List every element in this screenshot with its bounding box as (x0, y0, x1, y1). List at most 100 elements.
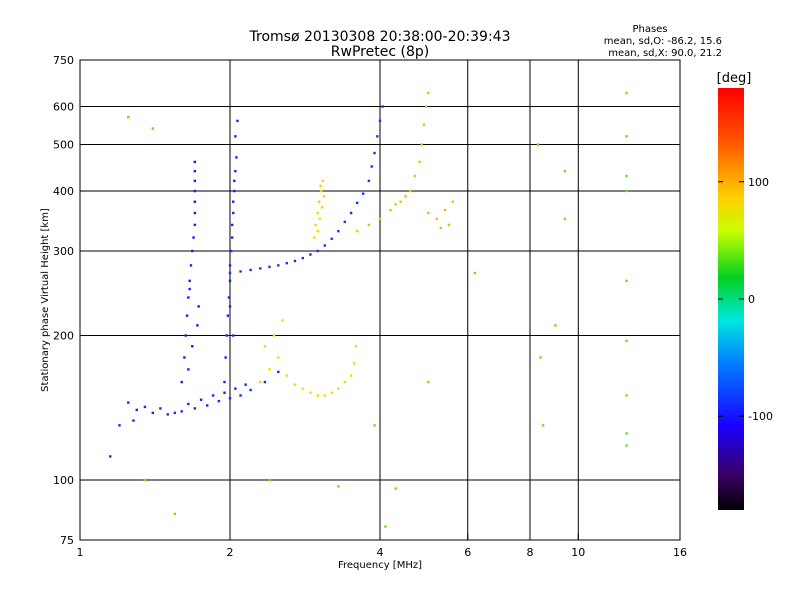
y-tick-label: 600 (53, 101, 74, 114)
data-point-s2-10 (232, 211, 235, 215)
data-point-s1-9 (193, 223, 197, 227)
data-point-s1-7 (191, 249, 194, 253)
data-point-s7-24 (625, 432, 628, 435)
y-tick-label: 500 (53, 139, 74, 152)
y-tick-label: 750 (53, 54, 74, 67)
data-point-s2-3 (226, 314, 230, 317)
data-point-s4-2 (277, 356, 280, 359)
data-point-s2-8 (230, 236, 234, 239)
colorbar-ticks: 100 0 -100 (718, 176, 773, 423)
data-point-s4-14 (354, 345, 358, 348)
data-point-s4-8 (323, 394, 327, 397)
data-point-s4-9 (330, 391, 333, 394)
data-point-s6-17 (447, 223, 451, 227)
data-point-s4-5 (301, 387, 305, 390)
data-point-s2-12 (233, 189, 236, 193)
data-point-s7-21 (625, 279, 628, 283)
data-point-s7-2 (143, 478, 147, 482)
data-point-s0-8 (239, 394, 242, 397)
y-tick-label: 200 (53, 330, 74, 343)
data-point-s3-0 (228, 271, 232, 275)
data-point-s7-13 (541, 424, 545, 427)
colorbar-tick-label: 0 (748, 293, 755, 306)
data-point-s4-4 (293, 383, 297, 386)
data-point-s2-11 (232, 200, 235, 203)
data-point-s5-3 (317, 200, 321, 203)
data-point-s3-4 (268, 265, 271, 269)
data-point-s2-14 (234, 169, 237, 173)
data-point-s5-2 (316, 211, 319, 215)
data-point-s7-0 (127, 116, 130, 119)
data-point-s7-7 (384, 525, 387, 528)
grid-lines (80, 60, 680, 540)
data-point-s6-13 (427, 211, 430, 215)
data-point-s0-2 (166, 413, 169, 416)
x-tick-label: 2 (227, 546, 234, 559)
data-point-s3-2 (249, 268, 252, 272)
data-point-s6-3 (389, 208, 392, 212)
data-point-s0-6 (217, 399, 221, 403)
data-point-s7-4 (268, 478, 271, 482)
x-tick-label: 4 (377, 546, 384, 559)
y-tick-label: 400 (53, 185, 74, 198)
data-point-s1-3 (185, 314, 189, 317)
data-point-s1-16 (187, 368, 190, 371)
data-point-s7-1 (151, 127, 155, 130)
data-point-s1-11 (193, 200, 197, 203)
data-point-s0-17 (199, 398, 203, 401)
data-point-s6-6 (413, 174, 417, 178)
data-point-s6-12 (404, 195, 407, 198)
data-point-s0-7 (228, 397, 232, 400)
data-point-s7-22 (625, 339, 628, 343)
colorbar-label: [deg] (717, 71, 752, 86)
data-point-s4-15 (272, 334, 276, 337)
data-point-s5-6 (316, 229, 319, 233)
data-point-s6-7 (418, 160, 421, 164)
data-point-s3-10 (316, 249, 319, 253)
data-point-s1-18 (196, 324, 199, 327)
data-point-s7-10 (473, 271, 477, 275)
data-point-s0-21 (244, 383, 247, 386)
data-point-s5-1 (314, 223, 317, 227)
data-point-s6-4 (399, 200, 402, 203)
colorbar-tick-label: 100 (748, 176, 769, 189)
data-point-s4-10 (337, 387, 340, 390)
y-tick-label: 300 (53, 245, 74, 258)
stats-line-o: mean, sd,O: -86.2, 15.6 (604, 36, 722, 47)
data-point-s6-0 (355, 229, 359, 233)
data-point-s1-19 (188, 287, 191, 291)
data-point-s2-9 (230, 223, 234, 227)
data-point-s6-5 (409, 189, 412, 193)
data-point-s2-18 (228, 305, 232, 308)
data-point-s0-20 (234, 387, 237, 390)
x-axis-label: Frequency [MHz] (338, 560, 422, 571)
data-point-s2-7 (229, 249, 233, 253)
data-point-s6-8 (420, 143, 423, 146)
data-point-s7-23 (625, 394, 628, 397)
data-point-s6-15 (443, 208, 447, 212)
data-point-s1-8 (192, 236, 195, 239)
chart-subtitle: RwPretec (8p) (331, 44, 429, 60)
data-point-s3-8 (301, 256, 305, 260)
data-point-s7-20 (625, 189, 628, 193)
data-point-s3-12 (330, 237, 333, 241)
data-point-s1-5 (188, 279, 191, 283)
data-point-s5-5 (321, 179, 324, 183)
x-tick-label: 1 (77, 546, 84, 559)
data-point-s1-15 (193, 160, 197, 164)
data-point-s1-14 (193, 169, 197, 173)
data-point-s0-11 (277, 370, 280, 374)
data-point-s4-12 (349, 374, 353, 377)
data-point-s2-0 (223, 380, 226, 384)
data-point-s7-6 (373, 424, 376, 427)
data-point-s5-9 (322, 195, 326, 198)
data-point-s0-24 (132, 419, 135, 422)
data-point-s0-1 (151, 411, 155, 415)
data-point-s3-21 (376, 135, 379, 138)
data-point-s0-3 (180, 410, 183, 413)
data-point-s1-10 (193, 211, 197, 215)
y-tick-label: 100 (53, 474, 74, 487)
axis-ticks: 1 2 4 6 8 10 16 75 100 200 300 400 500 600 750 (53, 54, 687, 559)
data-point-s6-2 (378, 217, 382, 221)
data-point-s5-8 (320, 206, 324, 209)
